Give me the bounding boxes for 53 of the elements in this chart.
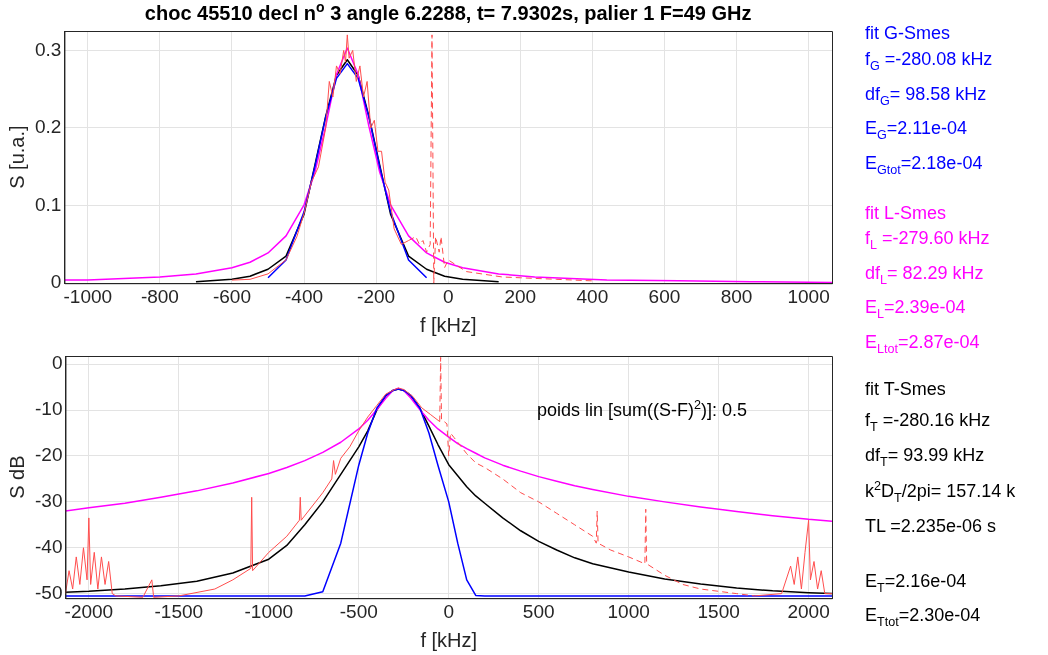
- text: E$_{Ltot}$=2.87e-04: [865, 331, 980, 356]
- y-tick-label: -20: [34, 444, 63, 466]
- text: E$_{Ttot}$=2.30e-04: [865, 604, 981, 629]
- text: E$_{G}$=2.11e-04: [865, 117, 968, 142]
- annotation: poids lin [sum((S-F)$^{2}$)]: 0.5: [536, 398, 747, 421]
- y-axis-title: S dB: [5, 455, 28, 499]
- x-axis-title: f [kHz]: [420, 628, 478, 651]
- x-tick-label: 0: [443, 600, 455, 622]
- text: E$_{Gtot}$=2.18e-04: [865, 152, 983, 177]
- x-tick-label: -1000: [244, 600, 294, 622]
- y-tick-label: 0: [51, 352, 63, 374]
- x-tick-label: 400: [576, 285, 609, 307]
- x-tick-label: 2000: [787, 600, 830, 622]
- x-tick-label: 500: [522, 600, 555, 622]
- x-tick-label: 1000: [607, 600, 650, 622]
- x-tick-label: -500: [339, 600, 378, 622]
- x-tick-label: 800: [720, 285, 753, 307]
- text: fit G-Smes: [865, 23, 951, 43]
- text: TL =2.235e-06 s: [865, 516, 996, 536]
- y-tick-label: 0.2: [34, 116, 62, 138]
- text: fit T-Smes: [865, 379, 946, 399]
- text: f$_{L}$ =-279.60 kHz: [865, 227, 990, 252]
- y-tick-label: 0.1: [34, 193, 62, 215]
- y-tick-label: -40: [34, 535, 63, 557]
- y-tick-label: -30: [34, 490, 63, 512]
- y-tick-label: -10: [34, 398, 63, 420]
- text: E$_{T}$=2.16e-04: [865, 570, 967, 595]
- x-tick-label: -400: [285, 285, 324, 307]
- x-tick-label: -800: [140, 285, 179, 307]
- x-tick-label: -600: [212, 285, 251, 307]
- x-tick-label: 200: [504, 285, 537, 307]
- y-axis-title: S [u.a.]: [5, 125, 28, 189]
- x-tick-label: -200: [357, 285, 396, 307]
- x-tick-label: 1500: [697, 600, 740, 622]
- text: df$_{G}$= 98.58 kHz: [865, 83, 987, 108]
- y-tick-label: 0: [50, 271, 62, 293]
- text: f$_{T}$ =-280.16 kHz: [865, 409, 991, 434]
- chart-title: choc 45510 decl n$^{o}$ 3 angle 6.2288, t= 7.9302s, palier 1 F=49 GHz: [144, 0, 752, 25]
- x-tick-label: -1500: [154, 600, 204, 622]
- x-tick-label: 600: [648, 285, 681, 307]
- x-tick-label: -1000: [63, 285, 113, 307]
- text: E$_{L}$=2.39e-04: [865, 296, 966, 321]
- x-tick-label: 1000: [787, 285, 830, 307]
- x-tick-label: 0: [442, 285, 454, 307]
- x-axis-title: f [kHz]: [419, 313, 477, 336]
- x-tick-label: -2000: [64, 600, 114, 622]
- y-tick-label: -50: [34, 581, 63, 603]
- text: df$_{T}$= 93.99 kHz: [865, 444, 985, 469]
- text: f$_{G}$ =-280.08 kHz: [865, 48, 993, 73]
- text: df$_{L}$= 82.29 kHz: [865, 262, 984, 287]
- text: k$^{2}$D$_{T}$/2pi= 157.14 k: [865, 478, 1016, 505]
- text: fit L-Smes: [865, 203, 947, 223]
- y-tick-label: 0.3: [34, 38, 62, 60]
